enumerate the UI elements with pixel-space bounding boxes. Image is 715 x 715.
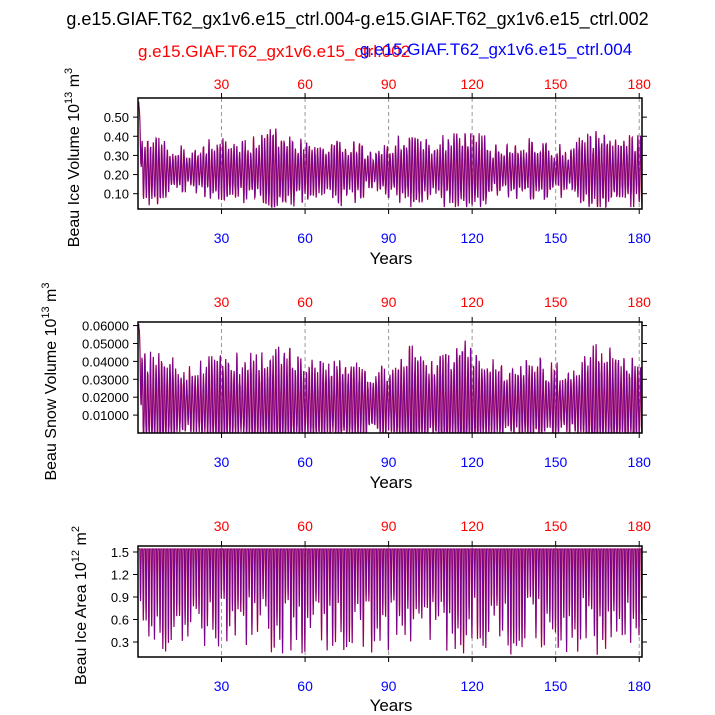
x-tick-label-bottom-120: 120 — [460, 454, 484, 470]
x-tick-label-bottom-180: 180 — [628, 230, 652, 246]
x-tick-label-bottom-120: 120 — [460, 230, 484, 246]
x-tick-label-top-150: 150 — [544, 76, 568, 92]
x-tick-label-bottom-90: 90 — [381, 454, 397, 470]
x-tick-label-top-90: 90 — [381, 76, 397, 92]
series-line-blue — [138, 323, 642, 433]
x-tick-label-top-90: 90 — [381, 294, 397, 310]
x-axis-label: Years — [370, 249, 413, 268]
x-tick-label-bottom-90: 90 — [381, 678, 397, 694]
x-tick-label-bottom-120: 120 — [460, 678, 484, 694]
y-tick-label-1.5: 1.5 — [111, 545, 129, 560]
beau-ice-volume-panel: 30 30 60 60 90 90 120 120 150 150 180 180 0.10 0.20 0.… — [63, 68, 651, 268]
y-axis-label: Beau Ice Area 1012 m2 — [70, 526, 90, 685]
y-tick-label-0.06000: 0.06000 — [82, 319, 129, 334]
x-tick-label-bottom-150: 150 — [544, 230, 568, 246]
x-tick-label-top-60: 60 — [297, 76, 313, 92]
x-tick-label-top-30: 30 — [214, 76, 230, 92]
x-tick-label-top-120: 120 — [460, 518, 484, 534]
y-tick-label-0.03000: 0.03000 — [82, 372, 129, 387]
plot-frame — [137, 97, 643, 210]
page-title: g.e15.GIAF.T62_gx1v6.e15_ctrl.004-g.e15.… — [66, 9, 649, 29]
x-tick-label-top-30: 30 — [214, 518, 230, 534]
x-axis-label: Years — [370, 696, 413, 715]
x-tick-label-top-120: 120 — [460, 76, 484, 92]
x-tick-label-bottom-30: 30 — [214, 678, 230, 694]
x-tick-label-top-120: 120 — [460, 294, 484, 310]
beau-ice-area-panel: 30 30 60 60 90 90 120 120 150 150 180 180 0.3 0.6 0.9 1… — [70, 518, 651, 715]
y-tick-label-0.10: 0.10 — [104, 187, 129, 202]
x-tick-label-bottom-90: 90 — [381, 230, 397, 246]
x-tick-label-top-150: 150 — [544, 294, 568, 310]
x-tick-label-top-180: 180 — [628, 76, 652, 92]
x-tick-label-bottom-180: 180 — [628, 454, 652, 470]
legend-blue-label: g.e15.GIAF.T62_gx1v6.e15_ctrl.004 — [360, 40, 632, 59]
series-line-blue — [138, 101, 642, 209]
x-tick-label-bottom-150: 150 — [544, 454, 568, 470]
x-tick-label-bottom-30: 30 — [214, 454, 230, 470]
x-tick-label-top-30: 30 — [214, 294, 230, 310]
x-tick-label-top-60: 60 — [297, 518, 313, 534]
x-tick-label-top-180: 180 — [628, 518, 652, 534]
y-tick-label-0.40: 0.40 — [104, 129, 129, 144]
x-tick-label-top-180: 180 — [628, 294, 652, 310]
plot-frame — [137, 321, 643, 434]
y-tick-label-0.02000: 0.02000 — [82, 390, 129, 405]
y-tick-label-0.3: 0.3 — [111, 635, 129, 650]
y-tick-label-1.2: 1.2 — [111, 568, 129, 583]
y-tick-label-0.6: 0.6 — [111, 613, 129, 628]
y-axis-label: Beau Snow Volume 1013 m3 — [40, 282, 60, 480]
legend-red-label: g.e15.GIAF.T62_gx1v6.e15_ctrl.002 — [138, 42, 410, 61]
x-axis-label: Years — [370, 473, 413, 492]
x-tick-label-bottom-180: 180 — [628, 678, 652, 694]
y-tick-label-0.30: 0.30 — [104, 148, 129, 163]
x-tick-label-top-60: 60 — [297, 294, 313, 310]
y-tick-label-0.50: 0.50 — [104, 110, 129, 125]
x-tick-label-bottom-60: 60 — [297, 678, 313, 694]
y-tick-label-0.05000: 0.05000 — [82, 336, 129, 351]
y-axis-label: Beau Ice Volume 1013 m3 — [63, 68, 83, 247]
y-tick-label-0.9: 0.9 — [111, 590, 129, 605]
x-tick-label-top-90: 90 — [381, 518, 397, 534]
x-tick-label-top-150: 150 — [544, 518, 568, 534]
y-tick-label-0.20: 0.20 — [104, 168, 129, 183]
series-line-blue — [138, 548, 642, 655]
x-tick-label-bottom-60: 60 — [297, 230, 313, 246]
y-tick-label-0.01000: 0.01000 — [82, 408, 129, 423]
y-tick-label-0.04000: 0.04000 — [82, 354, 129, 369]
x-tick-label-bottom-30: 30 — [214, 230, 230, 246]
x-tick-label-bottom-60: 60 — [297, 454, 313, 470]
beau-snow-volume-panel: 30 30 60 60 90 90 120 120 150 150 180 180 0.01000 0.0… — [40, 282, 651, 492]
plot-frame — [137, 545, 643, 658]
x-tick-label-bottom-150: 150 — [544, 678, 568, 694]
